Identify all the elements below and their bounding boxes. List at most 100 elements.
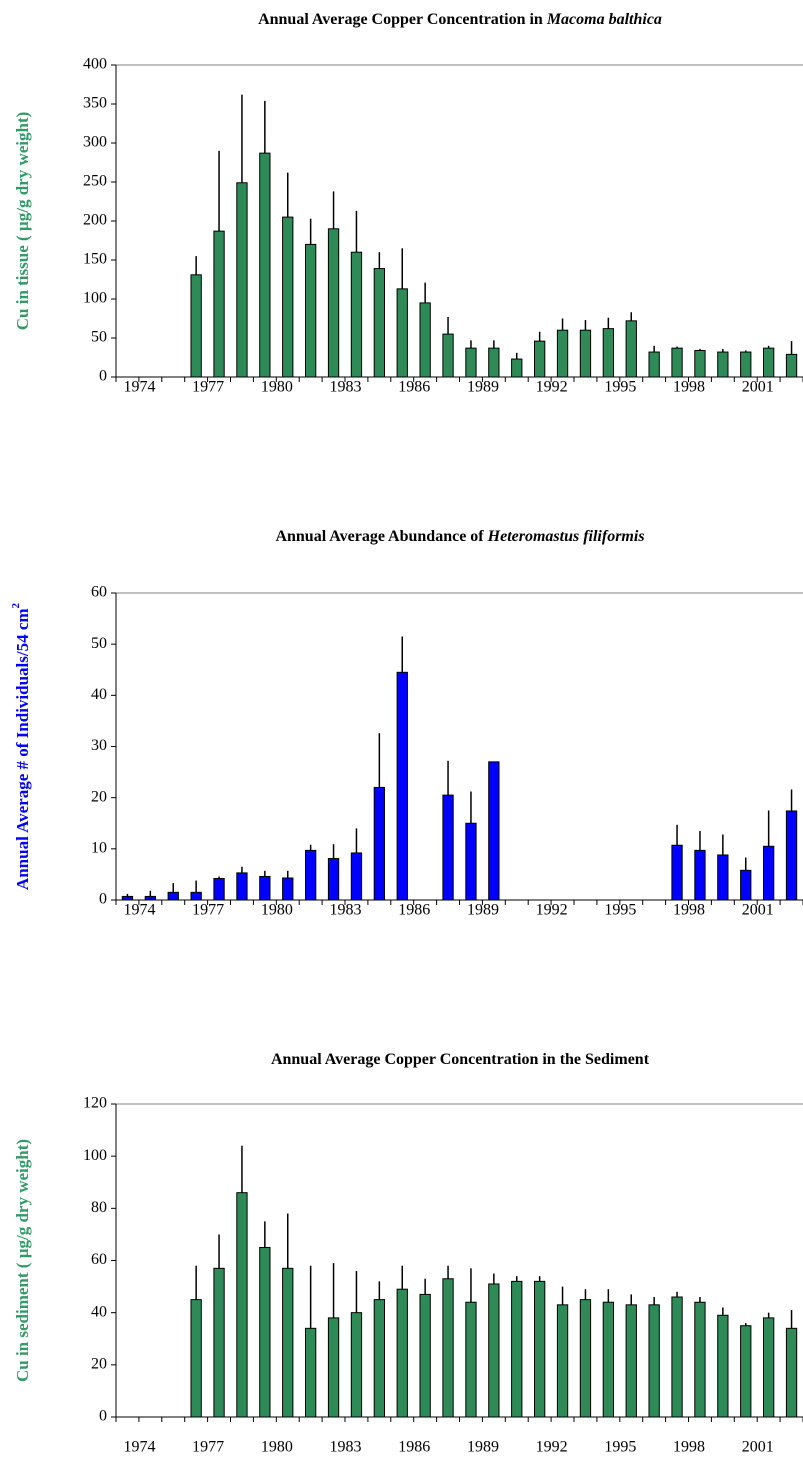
y-tick-label: 0 [99, 368, 107, 385]
x-tick-label: 2001 [742, 1439, 774, 1456]
bar [144, 895, 157, 901]
bar [762, 845, 775, 901]
bar [327, 228, 340, 378]
x-tick-label: 1998 [673, 902, 705, 919]
title-text: Annual Average Copper Concentration in [258, 11, 547, 28]
title-text: Annual Average Copper Concentration in t… [271, 1051, 650, 1068]
bar [511, 358, 523, 378]
bar [694, 849, 706, 901]
y-axis-label: Annual Average # of Individuals/54 cm2 [10, 602, 32, 890]
y-tick-label: 200 [83, 212, 107, 229]
bar [579, 1299, 592, 1418]
bar [442, 333, 454, 378]
y-tick-label: 40 [91, 1303, 107, 1320]
x-tick-label: 2001 [742, 379, 774, 396]
bar [236, 1192, 248, 1418]
y-tick-label: 50 [91, 635, 107, 652]
x-tick-label: 1980 [261, 1439, 293, 1456]
y-tick-label: 150 [83, 251, 107, 268]
y-tick-label: 60 [91, 584, 107, 601]
bar [602, 1301, 615, 1418]
x-tick-label: 1980 [261, 379, 293, 396]
bar [533, 340, 546, 378]
x-tick-label: 1983 [330, 379, 362, 396]
x-tick-label: 2001 [742, 902, 774, 919]
bar [785, 810, 798, 901]
x-tick-label: 1983 [330, 1439, 362, 1456]
bar [121, 895, 134, 901]
bar [190, 891, 202, 901]
chart-title: Annual Average Copper Concentration in t… [271, 1051, 650, 1068]
bar [419, 302, 431, 378]
chart: Annual Average Abundance of Heteromastus… [10, 528, 803, 919]
y-tick-label: 20 [91, 788, 107, 805]
bar [259, 875, 271, 901]
bar [465, 822, 477, 901]
bar [304, 849, 317, 901]
bar [327, 1317, 340, 1418]
bar [671, 844, 683, 901]
bar [785, 1327, 798, 1418]
y-tick-label: 120 [83, 1095, 107, 1112]
bar [648, 1304, 660, 1418]
y-tick-label: 50 [91, 329, 107, 346]
bar [236, 182, 248, 378]
x-tick-label: 1992 [536, 1439, 568, 1456]
bar [740, 351, 752, 378]
y-tick-label: 10 [91, 840, 107, 857]
x-tick-label: 1995 [604, 379, 636, 396]
x-tick-label: 1980 [261, 902, 293, 919]
bar [488, 1283, 500, 1418]
bar [213, 1267, 225, 1418]
bar [785, 353, 798, 378]
bar [304, 243, 317, 378]
bar [579, 329, 592, 378]
y-tick-label: 60 [91, 1251, 107, 1268]
bar [373, 786, 386, 901]
x-tick-label: 1992 [536, 379, 568, 396]
bar [190, 1299, 202, 1418]
y-label-superscript: 2 [10, 602, 22, 608]
bar [350, 1312, 363, 1418]
bar [350, 852, 363, 901]
x-tick-label: 1998 [673, 379, 705, 396]
bar [694, 1301, 706, 1418]
title-text: Annual Average Abundance of [275, 528, 487, 545]
bar [717, 1314, 729, 1418]
bar [259, 1246, 271, 1418]
bar [556, 329, 569, 378]
x-tick-label: 1998 [673, 1439, 705, 1456]
y-tick-label: 80 [91, 1199, 107, 1216]
y-label-text: Cu in tissue ( µg/g dry weight) [13, 112, 32, 331]
bar [717, 351, 729, 378]
x-tick-label: 1992 [536, 902, 568, 919]
x-tick-label: 1995 [604, 902, 636, 919]
bar [442, 1278, 454, 1418]
bar [556, 1304, 569, 1418]
x-tick-label: 1986 [398, 379, 430, 396]
bar [694, 349, 706, 378]
y-axis-label: Cu in tissue ( µg/g dry weight) [13, 112, 32, 331]
bar [236, 872, 248, 901]
bar [762, 1317, 775, 1418]
x-tick-label: 1977 [192, 902, 224, 919]
x-tick-label: 1983 [330, 902, 362, 919]
bar [671, 347, 683, 378]
y-tick-label: 40 [91, 686, 107, 703]
bar [740, 1325, 752, 1418]
bar [167, 891, 179, 901]
x-tick-label: 1995 [604, 1439, 636, 1456]
chart: Annual Average Copper Concentration in t… [13, 1051, 803, 1456]
bar [488, 347, 500, 378]
bar [259, 152, 271, 378]
bar [190, 274, 202, 378]
bar [373, 1299, 386, 1418]
y-tick-label: 0 [99, 891, 107, 908]
bar [213, 230, 225, 378]
bar [465, 1301, 477, 1418]
bar [602, 328, 615, 378]
bar [396, 671, 408, 901]
y-tick-label: 30 [91, 737, 107, 754]
x-tick-label: 1977 [192, 379, 224, 396]
x-tick-label: 1974 [123, 379, 155, 396]
